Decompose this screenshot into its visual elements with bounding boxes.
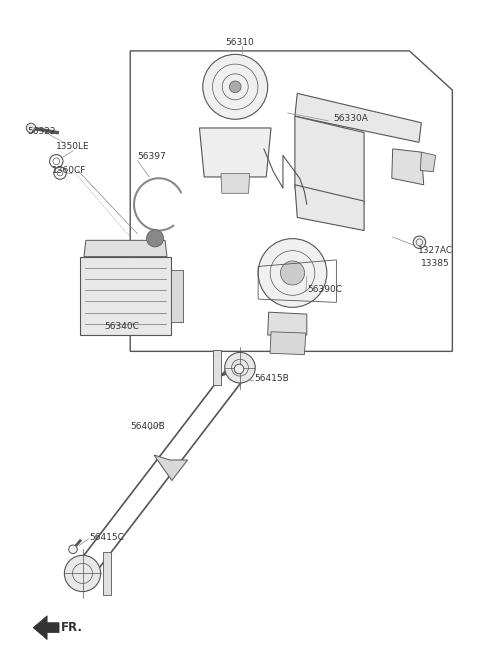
Polygon shape xyxy=(171,270,183,322)
Polygon shape xyxy=(420,152,436,171)
Circle shape xyxy=(225,352,255,383)
Polygon shape xyxy=(154,455,188,480)
Polygon shape xyxy=(295,185,364,231)
Circle shape xyxy=(413,236,426,248)
Text: 56397: 56397 xyxy=(137,152,166,161)
Circle shape xyxy=(64,555,101,591)
Text: 56322: 56322 xyxy=(28,127,56,136)
Polygon shape xyxy=(221,173,250,193)
Polygon shape xyxy=(295,93,421,143)
Text: 1350LE: 1350LE xyxy=(56,143,90,151)
Circle shape xyxy=(234,364,244,374)
Polygon shape xyxy=(268,312,307,335)
Circle shape xyxy=(280,261,304,285)
Text: 56330A: 56330A xyxy=(333,114,368,123)
Text: 56415C: 56415C xyxy=(90,533,124,542)
Text: 1360CF: 1360CF xyxy=(51,166,86,175)
Text: 1327AC: 1327AC xyxy=(418,246,453,255)
Circle shape xyxy=(69,545,77,554)
Circle shape xyxy=(258,238,327,307)
Circle shape xyxy=(146,230,164,247)
Circle shape xyxy=(203,55,268,120)
Circle shape xyxy=(26,124,36,133)
Text: FR.: FR. xyxy=(61,621,83,634)
Circle shape xyxy=(229,81,241,93)
Polygon shape xyxy=(270,332,306,355)
Polygon shape xyxy=(80,257,171,335)
Text: 56400B: 56400B xyxy=(130,422,165,431)
Text: 56310: 56310 xyxy=(226,38,254,47)
Polygon shape xyxy=(295,116,364,204)
Polygon shape xyxy=(392,149,424,185)
Polygon shape xyxy=(103,552,111,595)
Text: 56390C: 56390C xyxy=(307,284,342,294)
Text: 13385: 13385 xyxy=(421,259,450,267)
Polygon shape xyxy=(84,240,167,257)
Polygon shape xyxy=(213,350,221,385)
Polygon shape xyxy=(33,616,59,640)
Text: 56415B: 56415B xyxy=(254,374,289,383)
Text: 56340C: 56340C xyxy=(104,322,139,331)
Polygon shape xyxy=(199,128,271,177)
